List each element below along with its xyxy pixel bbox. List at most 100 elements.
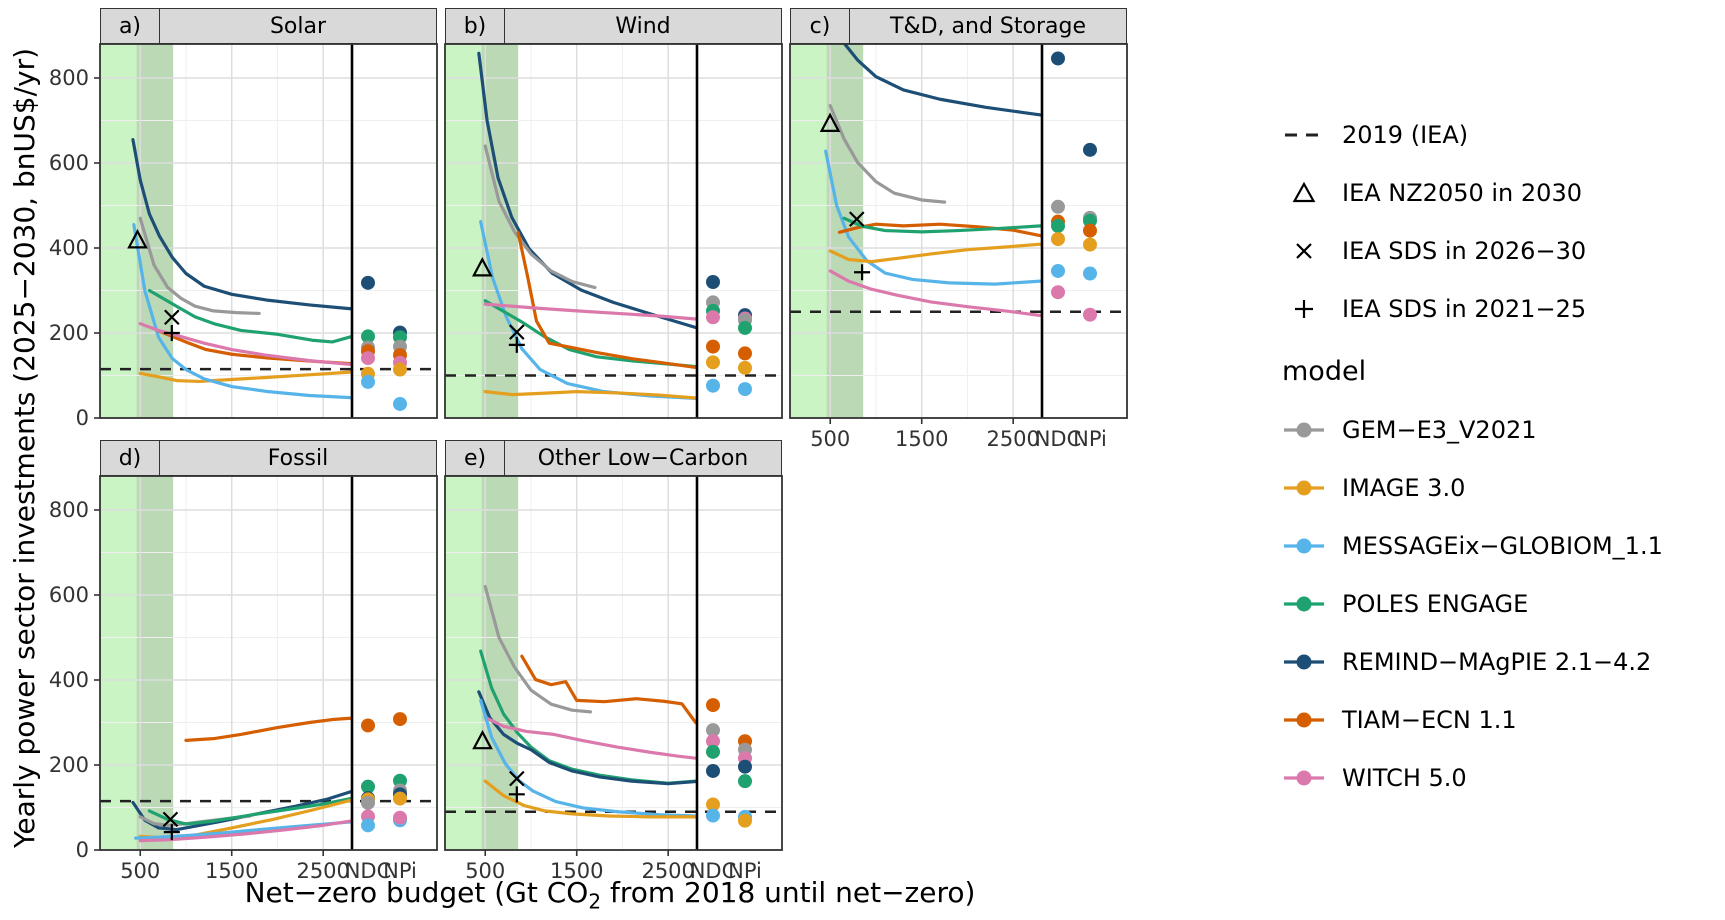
scenario-dot-IMAGE — [706, 797, 720, 812]
scenario-dot-IMAGE — [1051, 232, 1065, 247]
scenario-dot-REMIND — [738, 759, 752, 774]
x-cat-label: NDC — [690, 859, 737, 883]
facet-tag: b) — [446, 9, 505, 43]
series-line-TIAM — [184, 716, 353, 742]
model-key-icon — [1284, 770, 1324, 786]
scenario-dot-IMAGE — [738, 360, 752, 375]
x-axis-title: Net−zero budget (Gt CO2 from 2018 until … — [180, 876, 1040, 914]
scenario-dot-IMAGE — [1083, 237, 1097, 252]
scenario-dot-IMAGE — [738, 813, 752, 828]
iea-triangle-marker — [819, 112, 841, 132]
scenario-dot-POLES — [393, 773, 407, 788]
scenario-dot-TIAM — [706, 698, 720, 713]
scenario-dot-TIAM — [393, 712, 407, 727]
panel-fossil: d) Fossil 0 200 400 600 800 500 1500 2500 NDC NPi — [49, 440, 438, 883]
model-key-icon — [1284, 422, 1324, 438]
facet-tag: e) — [446, 441, 505, 475]
legend-label: POLES ENGAGE — [1342, 590, 1529, 618]
facet-title: Fossil — [267, 445, 329, 471]
y-tick-label: 600 — [49, 151, 89, 175]
scenario-dot-MESSAGE — [361, 818, 375, 833]
legend-label: IEA NZ2050 in 2030 — [1342, 179, 1582, 207]
iea-triangle-marker — [472, 729, 493, 750]
legend-model-messageix: MESSAGEix−GLOBIOM_1.1 — [1282, 529, 1722, 563]
iea-triangle-marker — [471, 257, 493, 277]
model-key-icon — [1284, 596, 1324, 612]
x-tick-label: 2500 — [986, 427, 1039, 451]
panel-wind: b) Wind — [444, 8, 783, 419]
facet-title: Solar — [269, 13, 327, 39]
iea-plus-marker — [163, 824, 180, 841]
legend-ref-nz2050: IEA NZ2050 in 2030 — [1282, 176, 1722, 210]
legend-ref-sds-2021-25: IEA SDS in 2021−25 — [1282, 292, 1722, 326]
scenario-dot-POLES — [1051, 218, 1065, 233]
facet-title: Other Low−Carbon — [537, 445, 749, 471]
iea-x-marker — [162, 811, 179, 828]
facet-tag: c) — [791, 9, 850, 43]
iea-plus-marker — [508, 336, 525, 353]
model-key-icon — [1284, 712, 1324, 728]
iea-plus-marker — [508, 786, 525, 803]
scenario-dot-GEM — [361, 795, 375, 810]
facet-tag: d) — [101, 441, 160, 475]
scenario-dot-REMIND — [706, 275, 720, 289]
y-tick-label: 0 — [76, 838, 89, 862]
scenario-dot-REMIND — [706, 763, 720, 778]
legend-model-witch: WITCH 5.0 — [1282, 761, 1722, 795]
facet-strip: e) Other Low−Carbon — [445, 440, 782, 476]
series-line-REMIND — [842, 44, 1043, 117]
panel-td-storage: c) T&D, and Storage 500 1500 2500 NDC NPi — [789, 8, 1128, 451]
x-tick-label: 2500 — [296, 859, 349, 883]
iea-x-marker — [509, 770, 525, 787]
legend-model-image: IMAGE 3.0 — [1282, 471, 1722, 505]
y-tick-label: 800 — [49, 498, 89, 522]
legend-label: IEA SDS in 2021−25 — [1342, 295, 1587, 323]
scenario-dot-IMAGE — [706, 355, 720, 370]
legend-model-gem-e3: GEM−E3_V2021 — [1282, 413, 1722, 447]
legend-label: TIAM−ECN 1.1 — [1342, 706, 1517, 734]
x-cat-label: NPi — [728, 859, 762, 883]
x-tick-label: 1500 — [895, 427, 948, 451]
scenario-dot-POLES — [361, 779, 375, 794]
legend-label: WITCH 5.0 — [1342, 764, 1467, 792]
legend-label: IMAGE 3.0 — [1342, 474, 1466, 502]
budget-band — [136, 476, 174, 850]
series-line-REMIND — [131, 138, 353, 311]
legend-label: GEM−E3_V2021 — [1342, 416, 1537, 444]
scenario-dot-TIAM — [738, 346, 752, 361]
series-line-MESSAGE — [824, 149, 1043, 286]
series-line-MESSAGE — [479, 698, 698, 818]
scenario-dot-REMIND — [1083, 142, 1097, 157]
series-line-REMIND — [477, 690, 698, 786]
scenario-dot-MESSAGE — [1083, 266, 1097, 281]
x-cat-label: NPi — [1073, 427, 1107, 451]
facet-title: Wind — [615, 13, 671, 39]
scenario-dot-MESSAGE — [1051, 263, 1065, 278]
x-tick-label: 500 — [465, 859, 505, 883]
x-cat-label: NDC — [1035, 427, 1082, 451]
y-tick-label: 400 — [49, 668, 89, 692]
budget-band — [790, 44, 827, 418]
series-line-POLES — [842, 216, 1043, 234]
scenario-dot-MESSAGE — [393, 396, 407, 411]
plus-mark-icon — [1295, 300, 1313, 318]
budget-band — [445, 44, 482, 418]
budget-band — [481, 44, 519, 418]
triangle-icon — [1292, 181, 1316, 203]
series-line-GEM — [828, 104, 947, 204]
x-axis-title-post: from 2018 until net−zero) — [601, 876, 976, 909]
legend: 2019 (IEA) IEA NZ2050 in 2030 IEA SDS in… — [1282, 118, 1722, 819]
legend-label: REMIND−MAgPIE 2.1−4.2 — [1342, 648, 1652, 676]
scenario-dot-POLES — [738, 774, 752, 789]
model-key-icon — [1284, 654, 1324, 670]
series-line-IMAGE — [483, 390, 698, 400]
x-tick-label: 500 — [810, 427, 850, 451]
x-axis-title-sub: 2 — [588, 889, 602, 914]
x-cat-label: NPi — [383, 859, 417, 883]
x-tick-label: 1500 — [205, 859, 258, 883]
chart-plot: 0 200 400 600 800 — [49, 43, 438, 430]
scenario-dot-REMIND — [361, 275, 375, 290]
